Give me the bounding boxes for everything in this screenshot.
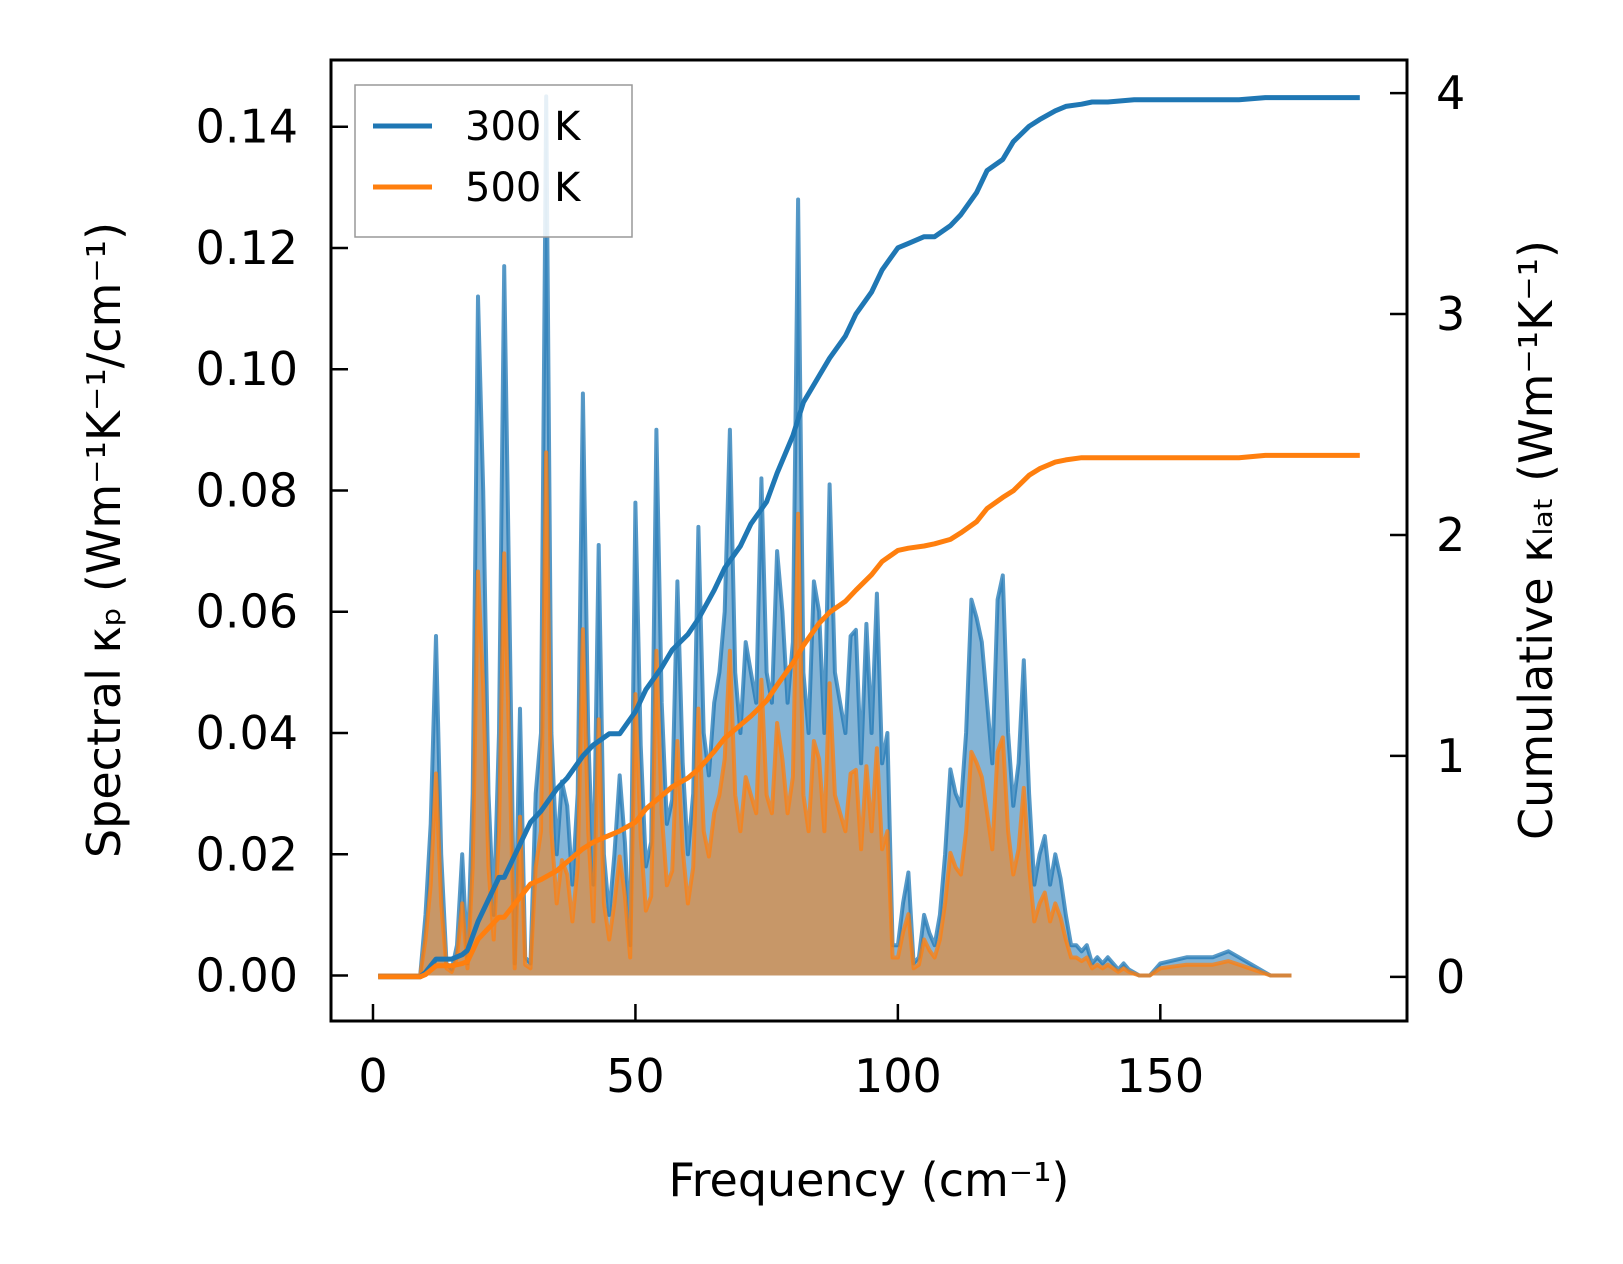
x-tick-label: 150: [1116, 1049, 1204, 1103]
spectral-fills: [378, 94, 1292, 978]
x-tick-label: 100: [854, 1049, 942, 1103]
legend: 300 K 500 K: [354, 84, 633, 238]
y-right-tick-label: 0: [1436, 950, 1465, 1004]
y-right-tick-label: 1: [1436, 729, 1465, 783]
cumulative-line-500k: [378, 452, 1360, 980]
y-left-tick-label: 0.00: [196, 949, 298, 1003]
x-axis-label: Frequency (cm⁻¹): [669, 1153, 1070, 1207]
y-left-tick-label: 0.08: [196, 463, 298, 517]
axis-ticks: 0 50 100 150 0.00 0.02 0.04 0.06 0.08 0.10 0.12 0.1…: [196, 66, 1466, 1103]
y-right-tick-label: 2: [1436, 508, 1465, 562]
y-right-tick-label: 4: [1436, 66, 1465, 120]
y-left-tick-label: 0.10: [196, 342, 298, 396]
y-left-tick-label: 0.02: [196, 827, 298, 881]
cumulative-line-300k: [378, 95, 1360, 980]
cumulative-lines: [378, 95, 1360, 980]
y-left-tick-label: 0.06: [196, 585, 298, 639]
y-left-tick-label: 0.12: [196, 221, 298, 275]
y-axis-label-left: Spectral κₚ (Wm⁻¹K⁻¹/cm⁻¹): [77, 222, 131, 858]
plot-frame: [329, 58, 1409, 1023]
y-left-tick-label: 0.04: [196, 706, 298, 760]
spectral-line-500k: [378, 450, 1292, 978]
legend-frame: [354, 84, 633, 238]
y-left-tick-label: 0.14: [196, 100, 298, 154]
y-right-tick-label: 3: [1436, 287, 1465, 341]
legend-label-300k: 300 K: [465, 104, 582, 150]
legend-label-500k: 500 K: [465, 165, 582, 211]
x-tick-label: 50: [606, 1049, 665, 1103]
y-axis-label-right: Cumulative κₗₐₜ (Wm⁻¹K⁻¹): [1509, 240, 1563, 840]
x-tick-label: 0: [358, 1049, 387, 1103]
spectral-fill-500k: [378, 452, 1292, 976]
